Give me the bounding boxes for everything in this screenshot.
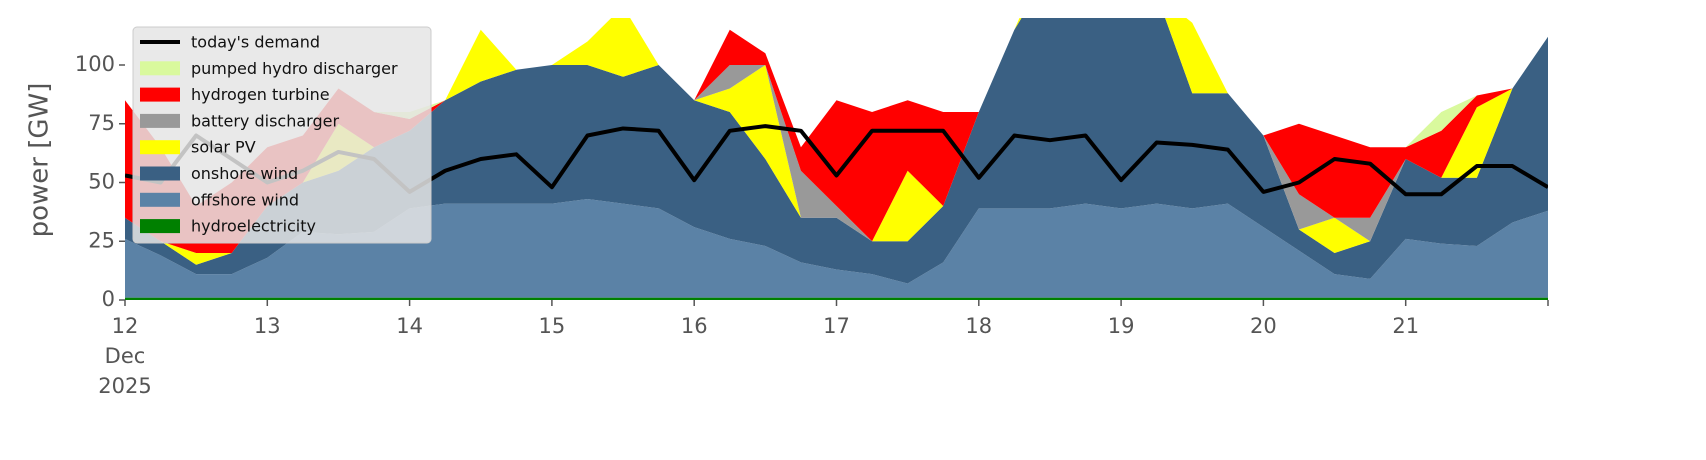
legend-label: solar PV xyxy=(191,138,256,157)
legend-box xyxy=(132,26,432,244)
legend-swatch xyxy=(140,140,180,155)
legend-label: offshore wind xyxy=(191,190,299,209)
legend-label: hydroelectricity xyxy=(191,217,316,236)
area xyxy=(125,18,1548,253)
y-tick-label: 75 xyxy=(88,111,115,135)
x-tick-label: 13 xyxy=(254,314,281,338)
y-axis-label: power [GW] xyxy=(25,83,55,238)
x-tick-label: 17 xyxy=(823,314,850,338)
legend-label: pumped hydro discharger xyxy=(191,59,398,78)
y-tick-label: 100 xyxy=(75,52,115,76)
legend: today's demand pumped hydro discharger hyd… xyxy=(132,26,432,244)
y-tick-label: 25 xyxy=(88,228,115,252)
legend-label: battery discharger xyxy=(191,111,339,130)
legend-swatch xyxy=(140,61,180,76)
y-tick-label: 50 xyxy=(88,170,115,194)
x-tick-label: 16 xyxy=(681,314,708,338)
area xyxy=(125,18,1548,284)
x-tick-label: 12 Dec 2025 xyxy=(98,314,151,398)
x-tick-label: 18 xyxy=(965,314,992,338)
legend-label: hydrogen turbine xyxy=(191,85,330,104)
x-tick-label: 21 xyxy=(1392,314,1419,338)
x-tick-label: 14 xyxy=(396,314,423,338)
x-tick-label: 19 xyxy=(1108,314,1135,338)
legend-swatch xyxy=(140,166,180,181)
legend-swatch xyxy=(140,113,180,128)
legend-label: today's demand xyxy=(191,33,320,52)
legend-swatch xyxy=(140,87,180,102)
legend-swatch xyxy=(140,192,180,207)
area xyxy=(125,297,1548,300)
x-tick-label: 20 xyxy=(1250,314,1277,338)
x-tick-label: 15 xyxy=(539,314,566,338)
y-tick-label: 0 xyxy=(102,287,115,311)
legend-swatch xyxy=(140,219,180,234)
legend-label: onshore wind xyxy=(191,164,298,183)
area xyxy=(125,18,1548,265)
area xyxy=(125,198,1548,298)
